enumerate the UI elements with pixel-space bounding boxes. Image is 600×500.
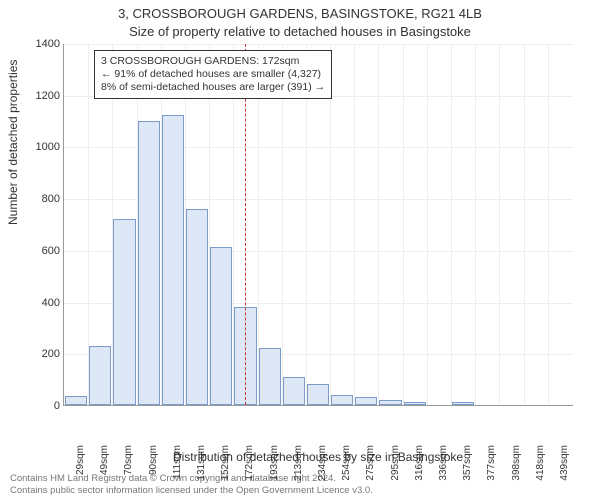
y-tick-label: 1000: [20, 141, 60, 153]
gridline-v: [451, 44, 452, 405]
gridline-v: [548, 44, 549, 405]
x-tick-label: 418sqm: [535, 445, 546, 481]
x-tick-label: 49sqm: [99, 445, 110, 475]
histogram-bar: [404, 402, 426, 405]
histogram-bar: [65, 396, 87, 405]
histogram-bar: [331, 395, 353, 405]
annotation-box: 3 CROSSBOROUGH GARDENS: 172sqm ← 91% of …: [94, 50, 332, 99]
gridline-v: [354, 44, 355, 405]
x-tick-label: 29sqm: [75, 445, 86, 475]
x-tick-label: 131sqm: [196, 445, 207, 481]
y-tick-label: 1200: [20, 90, 60, 102]
x-tick-label: 90sqm: [148, 445, 159, 475]
y-tick-label: 1400: [20, 38, 60, 50]
x-tick-label: 439sqm: [559, 445, 570, 481]
histogram-bar: [113, 219, 135, 405]
y-tick-label: 800: [20, 193, 60, 205]
gridline-v: [403, 44, 404, 405]
annotation-line1: 3 CROSSBOROUGH GARDENS: 172sqm: [101, 55, 325, 68]
gridline-v: [475, 44, 476, 405]
x-tick-label: 254sqm: [341, 445, 352, 481]
histogram-bar: [259, 348, 281, 405]
gridline-v: [378, 44, 379, 405]
x-tick-label: 213sqm: [293, 445, 304, 481]
gridline-h: [64, 44, 573, 45]
annotation-line3: 8% of semi-detached houses are larger (3…: [101, 81, 325, 94]
x-tick-label: 275sqm: [365, 445, 376, 481]
x-tick-label: 152sqm: [220, 445, 231, 481]
x-tick-label: 172sqm: [244, 445, 255, 481]
histogram-bar: [379, 400, 401, 405]
x-tick-label: 295sqm: [390, 445, 401, 481]
y-tick-label: 200: [20, 348, 60, 360]
x-tick-label: 398sqm: [511, 445, 522, 481]
x-tick-label: 377sqm: [486, 445, 497, 481]
histogram-bar: [186, 209, 208, 406]
gridline-v: [499, 44, 500, 405]
x-tick-label: 234sqm: [317, 445, 328, 481]
chart-title-line1: 3, CROSSBOROUGH GARDENS, BASINGSTOKE, RG…: [0, 6, 600, 21]
footer-line2: Contains public sector information licen…: [10, 485, 590, 496]
histogram-bar: [138, 121, 160, 405]
histogram-bar: [283, 377, 305, 405]
plot-area: 3 CROSSBOROUGH GARDENS: 172sqm ← 91% of …: [63, 44, 573, 406]
y-tick-label: 600: [20, 245, 60, 257]
y-axis-label: Number of detached properties: [6, 60, 20, 225]
gridline-v: [427, 44, 428, 405]
histogram-bar: [452, 402, 474, 405]
y-tick-label: 400: [20, 297, 60, 309]
histogram-bar: [355, 397, 377, 405]
y-tick-label: 0: [20, 400, 60, 412]
x-tick-label: 336sqm: [438, 445, 449, 481]
x-tick-label: 193sqm: [269, 445, 280, 481]
chart-title-line2: Size of property relative to detached ho…: [0, 24, 600, 39]
gridline-v: [524, 44, 525, 405]
x-tick-label: 357sqm: [462, 445, 473, 481]
histogram-bar: [210, 247, 232, 405]
x-tick-label: 70sqm: [123, 445, 134, 475]
x-tick-label: 111sqm: [172, 445, 183, 479]
histogram-bar: [162, 115, 184, 405]
annotation-line2: ← 91% of detached houses are smaller (4,…: [101, 68, 325, 81]
histogram-bar: [307, 384, 329, 405]
chart-container: 3, CROSSBOROUGH GARDENS, BASINGSTOKE, RG…: [0, 0, 600, 500]
histogram-bar: [89, 346, 111, 405]
x-tick-label: 316sqm: [414, 445, 425, 481]
